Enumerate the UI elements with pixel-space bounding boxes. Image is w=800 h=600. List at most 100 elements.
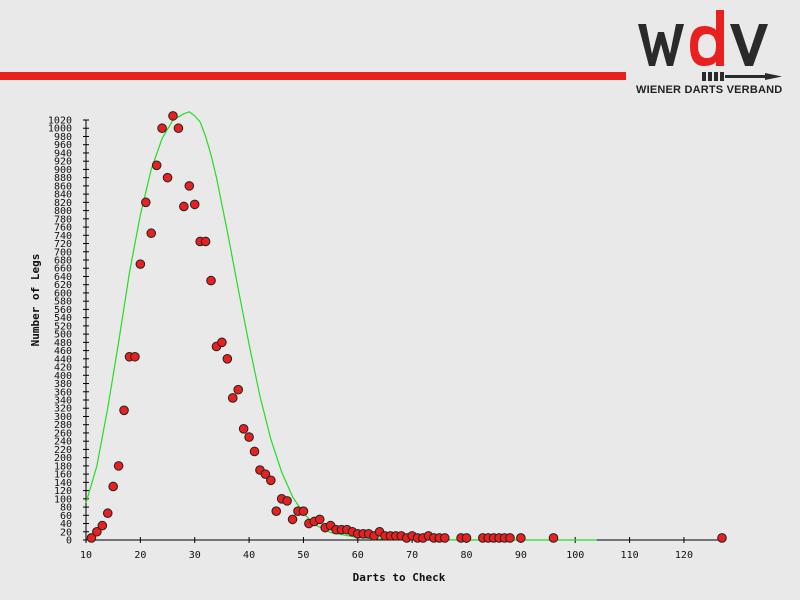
y-tick-label: 120 — [54, 486, 72, 497]
y-tick-label: 240 — [54, 437, 72, 448]
y-tick-label: 920 — [54, 157, 72, 168]
data-point — [238, 424, 249, 434]
data-point — [140, 197, 151, 208]
data-point — [173, 123, 184, 134]
x-tick-label: 90 — [515, 550, 527, 561]
y-tick-label: 780 — [54, 214, 72, 225]
data-point — [260, 469, 271, 479]
y-tick-label: 1020 — [48, 116, 72, 127]
x-tick-label: 100 — [566, 550, 584, 561]
data-point — [92, 526, 102, 537]
y-tick-label: 740 — [54, 231, 72, 242]
data-point — [184, 181, 195, 191]
data-point — [516, 533, 526, 543]
x-tick-label: 110 — [621, 550, 639, 561]
y-tick-label: 100 — [54, 494, 72, 505]
data-point — [135, 259, 146, 269]
y-tick-label: 200 — [54, 453, 72, 464]
y-tick-label: 540 — [54, 313, 72, 324]
y-tick-label: 220 — [54, 445, 72, 456]
y-axis-label: Number of Legs — [29, 254, 42, 347]
wdv-logo — [632, 4, 800, 100]
y-tick-label: 400 — [54, 371, 72, 382]
x-axis-label: Darts to Check — [353, 571, 446, 584]
x-tick-label: 80 — [460, 550, 472, 561]
y-tick-label: 160 — [54, 470, 72, 481]
data-point — [119, 405, 129, 416]
y-tick-label: 520 — [54, 321, 72, 332]
data-point — [271, 506, 282, 516]
data-point — [439, 533, 450, 543]
y-tick-label: 700 — [54, 247, 72, 258]
data-point — [97, 520, 108, 531]
data-point — [717, 533, 727, 543]
x-tick-label: 70 — [406, 550, 418, 561]
x-tick-label: 50 — [297, 550, 309, 561]
x-tick-label: 10 — [80, 550, 92, 561]
data-point — [200, 236, 211, 247]
y-tick-label: 880 — [54, 173, 72, 184]
data-point — [162, 172, 173, 183]
y-tick-label: 960 — [54, 140, 72, 151]
data-point — [108, 481, 118, 492]
y-tick-label: 60 — [60, 511, 72, 522]
x-tick-label: 40 — [243, 550, 255, 561]
y-tick-label: 680 — [54, 256, 72, 267]
x-tick-label: 30 — [189, 550, 201, 561]
data-point — [217, 337, 227, 348]
y-tick-label: 900 — [54, 165, 72, 176]
x-tick-label: 60 — [352, 550, 364, 561]
y-tick-label: 380 — [54, 379, 72, 390]
data-point — [189, 199, 200, 210]
y-tick-label: 420 — [54, 363, 72, 374]
data-point — [287, 514, 298, 525]
header-red-bar — [0, 72, 626, 80]
data-point — [249, 446, 260, 457]
y-tick-label: 760 — [54, 223, 72, 234]
data-point — [157, 123, 167, 134]
data-point — [206, 275, 216, 286]
x-tick-label: 120 — [675, 550, 693, 561]
data-point — [314, 514, 325, 525]
data-point — [505, 533, 515, 543]
data-point — [282, 496, 292, 506]
data-point — [146, 228, 157, 239]
y-tick-label: 140 — [54, 478, 72, 489]
data-point — [222, 354, 233, 364]
y-tick-label: 340 — [54, 396, 72, 407]
y-tick-label: 0 — [66, 536, 72, 547]
y-tick-label: 820 — [54, 198, 72, 209]
data-point — [113, 461, 124, 471]
data-point — [86, 533, 97, 543]
y-tick-label: 800 — [54, 206, 72, 217]
y-tick-label: 640 — [54, 272, 72, 283]
y-tick-label: 1000 — [48, 124, 72, 135]
data-point — [298, 506, 309, 516]
data-point — [244, 432, 254, 442]
y-tick-label: 20 — [60, 527, 72, 538]
data-point — [227, 393, 238, 403]
chart-axes — [85, 120, 724, 541]
y-tick-label: 480 — [54, 338, 72, 349]
y-tick-label: 720 — [54, 239, 72, 250]
y-tick-label: 440 — [54, 354, 72, 365]
data-point — [130, 351, 140, 362]
y-tick-label: 360 — [54, 387, 72, 398]
y-tick-label: 620 — [54, 280, 72, 291]
y-tick-label: 600 — [54, 288, 72, 299]
y-tick-label: 300 — [54, 412, 72, 423]
y-tick-label: 180 — [54, 461, 72, 472]
y-tick-label: 320 — [54, 404, 72, 415]
x-tick-label: 20 — [134, 550, 146, 561]
chart-points — [86, 111, 727, 543]
fit-curve-line — [85, 111, 597, 541]
y-tick-label: 580 — [54, 297, 72, 308]
y-tick-label: 260 — [54, 428, 72, 439]
y-tick-label: 980 — [54, 132, 72, 143]
y-tick-label: 560 — [54, 305, 72, 316]
logo-subtitle: WIENER DARTS VERBAND — [636, 84, 783, 96]
wdv-logo-mark — [638, 10, 782, 81]
y-tick-label: 40 — [60, 519, 72, 530]
y-tick-label: 500 — [54, 330, 72, 341]
y-tick-label: 80 — [60, 503, 72, 514]
